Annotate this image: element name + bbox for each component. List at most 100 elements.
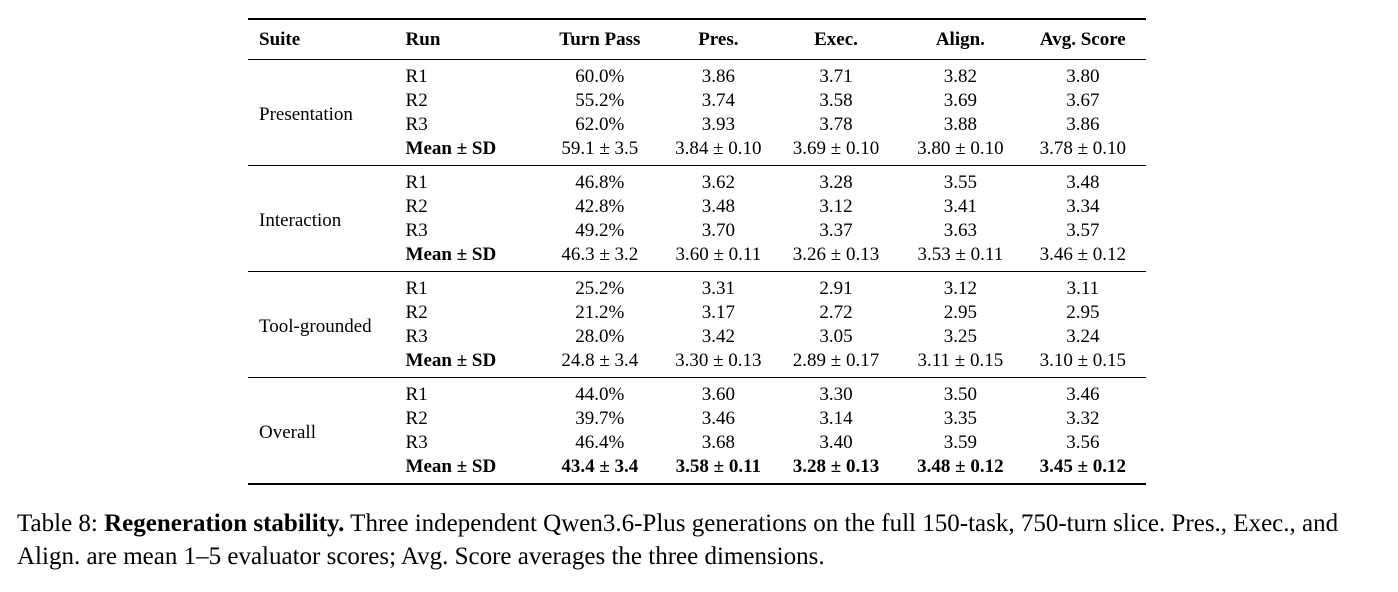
table-caption: Table 8: Regeneration stability. Three i… [17, 507, 1387, 573]
run-label: Mean ± SD [405, 138, 497, 159]
cell-pres: 3.58 ± 0.11 [675, 456, 762, 477]
cell-avg-score: 3.86 [1066, 114, 1100, 135]
cell-avg-score: 3.10 ± 0.15 [1039, 350, 1127, 371]
run-row: R2 39.7% 3.46 3.14 3.35 3.32 [248, 407, 1146, 431]
cell-avg-score: 3.78 ± 0.10 [1039, 138, 1127, 159]
regeneration-stability-table: Suite Run Turn Pass Pres. Exec. Align. A… [248, 18, 1146, 485]
cell-turn-pass: 24.8 ± 3.4 [561, 350, 639, 371]
cell-align: 2.95 [943, 302, 977, 323]
run-row: Interaction R1 46.8% 3.62 3.28 3.55 3.48 [248, 166, 1146, 231]
cell-pres: 3.93 [701, 114, 735, 135]
run-row: R3 62.0% 3.93 3.78 3.88 3.86 [248, 113, 1146, 137]
run-label: R1 [405, 384, 428, 405]
header-align: Align. [935, 29, 985, 50]
cell-align: 3.69 [943, 90, 977, 111]
cell-align: 3.41 [943, 196, 977, 217]
run-label: R3 [405, 114, 428, 135]
cell-pres: 3.60 ± 0.11 [675, 244, 762, 265]
suite-name: Interaction [259, 210, 342, 231]
caption-title: Regeneration stability. [104, 510, 345, 537]
suite-group-interaction: Interaction R1 46.8% 3.62 3.28 3.55 3.48 R2 42.8… [248, 166, 1146, 272]
run-row: R3 46.4% 3.68 3.40 3.59 3.56 [248, 431, 1146, 455]
suite-name: Presentation [259, 104, 353, 125]
cell-align: 3.63 [943, 220, 977, 241]
cell-pres: 3.84 ± 0.10 [675, 138, 762, 159]
cell-turn-pass: 25.2% [575, 278, 625, 299]
cell-exec: 3.14 [819, 408, 853, 429]
cell-align: 3.11 ± 0.15 [917, 350, 1004, 371]
suite-group-tool-grounded: Tool-grounded R1 25.2% 3.31 2.91 3.12 3.11 R2 21… [248, 272, 1146, 378]
cell-exec: 3.78 [819, 114, 853, 135]
cell-align: 3.12 [943, 278, 977, 299]
cell-exec: 3.26 ± 0.13 [792, 244, 880, 265]
cell-pres: 3.60 [701, 384, 735, 405]
run-row: R2 42.8% 3.48 3.12 3.41 3.34 [248, 195, 1146, 219]
run-label: R2 [405, 196, 428, 217]
cell-pres: 3.68 [701, 432, 735, 453]
cell-turn-pass: 62.0% [575, 114, 625, 135]
suite-name: Tool-grounded [259, 316, 372, 337]
cell-turn-pass: 60.0% [575, 66, 625, 87]
cell-align: 3.35 [943, 408, 977, 429]
cell-exec: 3.28 ± 0.13 [792, 456, 880, 477]
cell-turn-pass: 39.7% [575, 408, 625, 429]
cell-avg-score: 3.32 [1066, 408, 1100, 429]
header-pres: Pres. [698, 29, 739, 50]
cell-turn-pass: 46.4% [575, 432, 625, 453]
run-row: R2 21.2% 3.17 2.72 2.95 2.95 [248, 301, 1146, 325]
cell-pres: 3.86 [701, 66, 735, 87]
cell-avg-score: 3.46 ± 0.12 [1039, 244, 1127, 265]
cell-exec: 3.58 [819, 90, 853, 111]
cell-turn-pass: 42.8% [575, 196, 625, 217]
run-label: Mean ± SD [405, 456, 497, 477]
run-label: R2 [405, 90, 428, 111]
cell-align: 3.25 [943, 326, 977, 347]
cell-turn-pass: 49.2% [575, 220, 625, 241]
run-row: Presentation R1 60.0% 3.86 3.71 3.82 3.80 [248, 60, 1146, 125]
cell-exec: 3.28 [819, 172, 853, 193]
cell-avg-score: 3.67 [1066, 90, 1100, 111]
cell-align: 3.50 [943, 384, 977, 405]
cell-exec: 2.89 ± 0.17 [792, 350, 880, 371]
cell-avg-score: 3.24 [1066, 326, 1100, 347]
run-label: R3 [405, 220, 428, 241]
cell-pres: 3.70 [701, 220, 735, 241]
run-row: Overall R1 44.0% 3.60 3.30 3.50 3.46 [248, 378, 1146, 443]
run-label: R3 [405, 432, 428, 453]
cell-pres: 3.31 [701, 278, 735, 299]
cell-exec: 2.91 [819, 278, 853, 299]
cell-turn-pass: 28.0% [575, 326, 625, 347]
cell-pres: 3.48 [701, 196, 735, 217]
caption-text: Three independent Qwen3.6-Plus generatio… [17, 510, 1339, 570]
cell-exec: 3.37 [819, 220, 853, 241]
cell-avg-score: 3.45 ± 0.12 [1039, 456, 1127, 477]
cell-exec: 2.72 [819, 302, 853, 323]
cell-turn-pass: 55.2% [575, 90, 625, 111]
cell-exec: 3.71 [819, 66, 853, 87]
cell-avg-score: 2.95 [1066, 302, 1100, 323]
run-row: R3 28.0% 3.42 3.05 3.25 3.24 [248, 325, 1146, 349]
suite-name: Overall [259, 422, 316, 443]
run-row: R2 55.2% 3.74 3.58 3.69 3.67 [248, 89, 1146, 113]
cell-pres: 3.30 ± 0.13 [675, 350, 762, 371]
run-label: R1 [405, 66, 428, 87]
cell-turn-pass: 44.0% [575, 384, 625, 405]
table-header: Suite Run Turn Pass Pres. Exec. Align. A… [248, 19, 1146, 60]
cell-exec: 3.30 [819, 384, 853, 405]
cell-align: 3.55 [943, 172, 977, 193]
suite-group-overall: Overall R1 44.0% 3.60 3.30 3.50 3.46 R2 39.7% 3.4… [248, 378, 1146, 484]
cell-turn-pass: 46.8% [575, 172, 625, 193]
cell-pres: 3.74 [701, 90, 735, 111]
cell-pres: 3.42 [701, 326, 735, 347]
cell-exec: 3.05 [819, 326, 853, 347]
cell-turn-pass: 43.4 ± 3.4 [561, 456, 639, 477]
cell-align: 3.59 [943, 432, 977, 453]
cell-pres: 3.17 [701, 302, 735, 323]
mean-sd-row: Mean ± SD 46.3 ± 3.2 3.60 ± 0.11 3.26 ± 0.1… [248, 243, 1146, 272]
header-exec: Exec. [814, 29, 858, 50]
cell-exec: 3.69 ± 0.10 [792, 138, 880, 159]
cell-turn-pass: 21.2% [575, 302, 625, 323]
caption-label: Table 8: [17, 510, 105, 537]
header-turn-pass: Turn Pass [559, 29, 641, 50]
run-label: R1 [405, 278, 428, 299]
